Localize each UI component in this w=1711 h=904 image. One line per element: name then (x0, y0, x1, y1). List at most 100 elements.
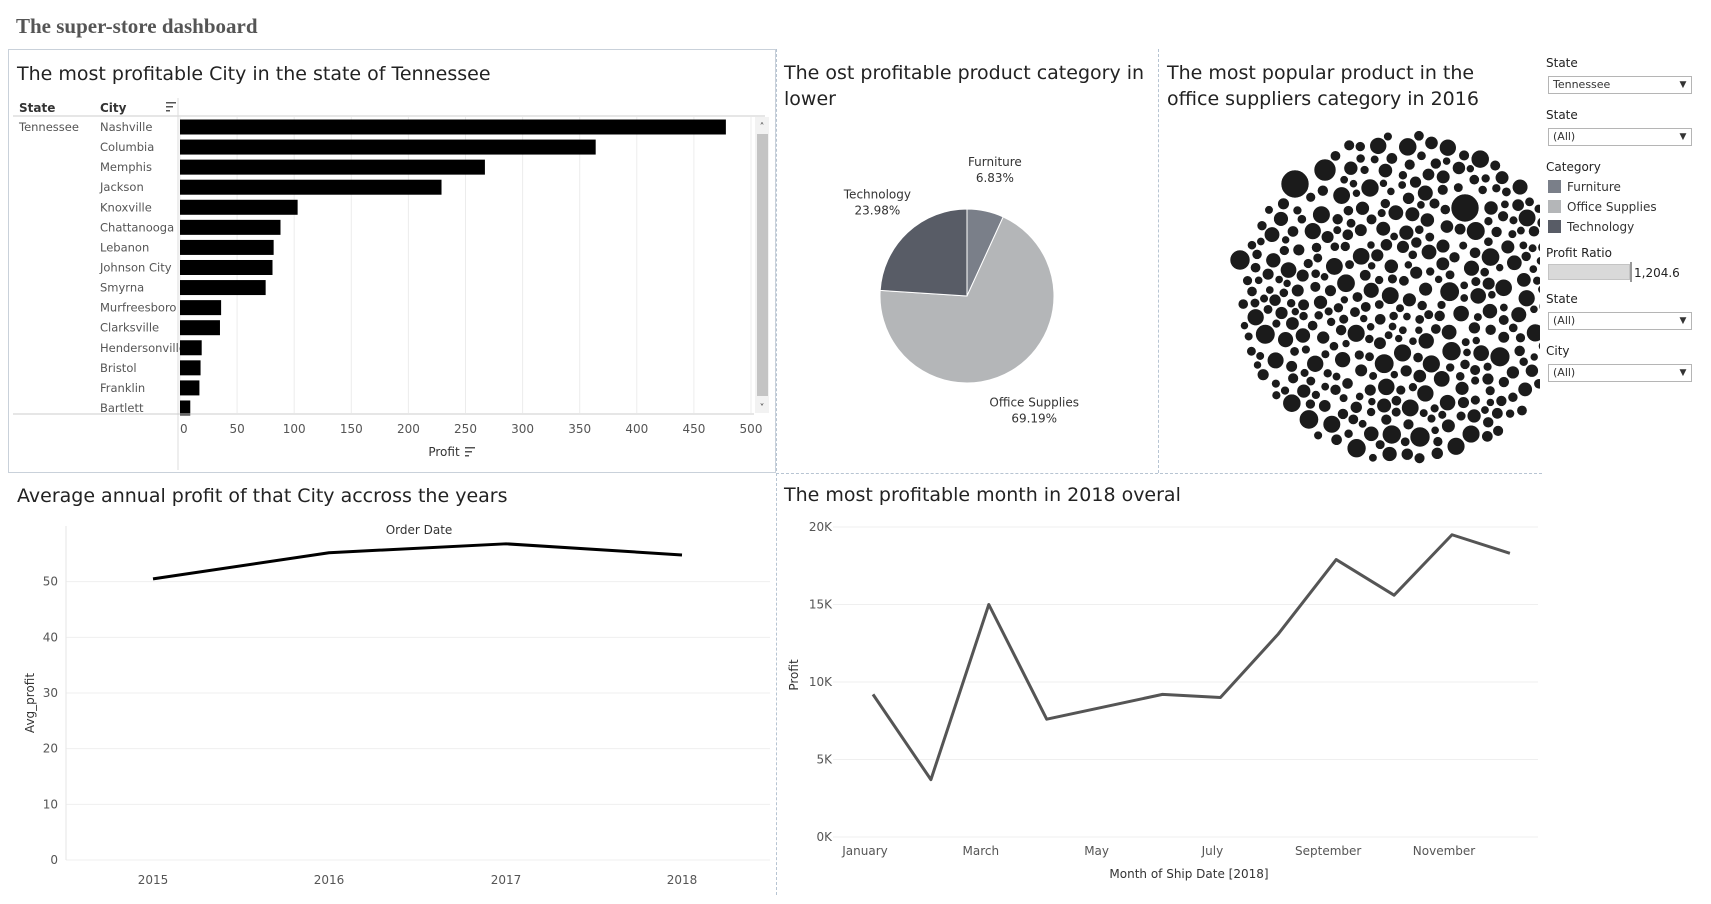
product-bubble[interactable] (1332, 225, 1342, 235)
product-bubble[interactable] (1309, 281, 1321, 293)
product-bubble[interactable] (1280, 261, 1297, 279)
product-bubble[interactable] (1378, 163, 1393, 178)
product-bubble[interactable] (1437, 184, 1449, 196)
product-bubble[interactable] (1412, 369, 1427, 384)
product-bubble[interactable] (1313, 158, 1337, 182)
product-bubble[interactable] (1416, 384, 1435, 403)
product-bubble[interactable] (1313, 310, 1324, 321)
product-bubble[interactable] (1394, 334, 1404, 343)
product-bubble[interactable] (1280, 169, 1310, 199)
product-bubble[interactable] (1430, 447, 1444, 460)
product-bubble[interactable] (1397, 180, 1407, 190)
product-bubble[interactable] (1256, 220, 1268, 231)
product-bubble[interactable] (1297, 298, 1310, 311)
product-bubble[interactable] (1298, 311, 1309, 321)
product-bubble[interactable] (1469, 364, 1481, 376)
monthly-profit-line[interactable] (871, 533, 1511, 782)
product-bubble[interactable] (1470, 375, 1480, 386)
product-bubble[interactable] (1279, 245, 1290, 256)
product-bubble[interactable] (1374, 353, 1395, 374)
product-bubble[interactable] (1420, 212, 1435, 228)
product-bubble[interactable] (1373, 336, 1387, 350)
bar[interactable] (180, 400, 191, 416)
product-bubble[interactable] (1398, 224, 1415, 241)
product-bubble[interactable] (1364, 351, 1375, 362)
category-pie-chart[interactable]: Furniture 6.83% Office Supplies 69.19% Techn… (778, 120, 1156, 470)
product-bubble[interactable] (1377, 208, 1387, 218)
product-bubble[interactable] (1518, 240, 1528, 250)
product-bubble[interactable] (1506, 365, 1520, 380)
product-bubble[interactable] (1377, 377, 1396, 396)
product-bubble[interactable] (1385, 152, 1398, 165)
product-bubble[interactable] (1343, 160, 1359, 176)
product-bubble[interactable] (1359, 165, 1370, 175)
product-bubble[interactable] (1346, 218, 1357, 229)
product-bubble[interactable] (1518, 208, 1537, 227)
bar[interactable] (180, 320, 220, 336)
product-bubble[interactable] (1529, 352, 1539, 362)
product-bubble[interactable] (1250, 262, 1262, 274)
product-bubble[interactable] (1320, 230, 1335, 244)
product-bubble[interactable] (1497, 331, 1510, 344)
product-bubble[interactable] (1454, 223, 1467, 236)
product-bubble[interactable] (1429, 403, 1440, 414)
product-bubble[interactable] (1414, 224, 1425, 235)
product-bubble[interactable] (1495, 263, 1505, 272)
product-bubble[interactable] (1303, 258, 1314, 269)
product-bubble[interactable] (1494, 170, 1510, 185)
product-bubble[interactable] (1422, 354, 1441, 374)
product-bubble[interactable] (1349, 400, 1363, 414)
legend-item-furniture[interactable]: Furniture (1548, 179, 1657, 199)
product-bubble[interactable] (1505, 408, 1515, 419)
product-bubble[interactable] (1363, 282, 1380, 299)
product-bubble[interactable] (1358, 419, 1368, 429)
product-bubble[interactable] (1413, 130, 1425, 142)
pie-slice[interactable] (879, 216, 1055, 384)
product-bubble[interactable] (1341, 339, 1351, 348)
product-bubble[interactable] (1511, 198, 1525, 212)
product-bubble[interactable] (1388, 322, 1398, 331)
product-bubble[interactable] (1290, 307, 1300, 316)
product-bubble[interactable] (1383, 258, 1399, 274)
product-bubble[interactable] (1416, 150, 1427, 161)
product-bubble[interactable] (1370, 154, 1380, 165)
product-bubble[interactable] (1343, 139, 1355, 151)
product-bubble[interactable] (1537, 285, 1540, 294)
product-bubble[interactable] (1381, 446, 1398, 462)
product-bubble[interactable] (1360, 301, 1372, 313)
product-bubble[interactable] (1436, 169, 1451, 185)
bar[interactable] (180, 239, 274, 255)
product-bubble[interactable] (1380, 238, 1393, 252)
product-bubble[interactable] (1479, 267, 1490, 278)
product-bubble[interactable] (1398, 170, 1408, 181)
product-bubble[interactable] (1359, 314, 1369, 323)
product-bubble[interactable] (1311, 242, 1322, 253)
product-bubble[interactable] (1485, 385, 1496, 396)
product-bubble[interactable] (1246, 346, 1257, 357)
product-bubble[interactable] (1246, 308, 1265, 327)
product-bubble[interactable] (1466, 221, 1486, 241)
legend-item-office-supplies[interactable]: Office Supplies (1548, 199, 1657, 219)
product-bubble[interactable] (1340, 241, 1351, 252)
product-bubble[interactable] (1439, 138, 1457, 157)
product-bubble[interactable] (1340, 295, 1349, 305)
product-bubble[interactable] (1481, 430, 1494, 443)
product-bubble[interactable] (1450, 193, 1480, 223)
product-bubble[interactable] (1491, 183, 1502, 194)
product-bubble[interactable] (1271, 390, 1282, 400)
product-bubble[interactable] (1528, 225, 1540, 238)
product-bubble[interactable] (1520, 251, 1532, 262)
product-bubble[interactable] (1336, 273, 1356, 293)
product-bubble[interactable] (1433, 310, 1446, 322)
product-bubble[interactable] (1441, 341, 1462, 361)
product-bubble[interactable] (1517, 381, 1533, 397)
product-bubble[interactable] (1296, 268, 1310, 283)
product-bubble[interactable] (1497, 210, 1509, 222)
product-bubble[interactable] (1253, 360, 1262, 370)
product-bubble[interactable] (1247, 240, 1257, 251)
dropdown-arrow-icon[interactable]: ▼ (1679, 132, 1687, 142)
product-bubble[interactable] (1304, 222, 1322, 240)
product-bubble[interactable] (1462, 347, 1472, 357)
product-bubble[interactable] (1354, 349, 1365, 361)
product-bubble[interactable] (1281, 235, 1290, 245)
